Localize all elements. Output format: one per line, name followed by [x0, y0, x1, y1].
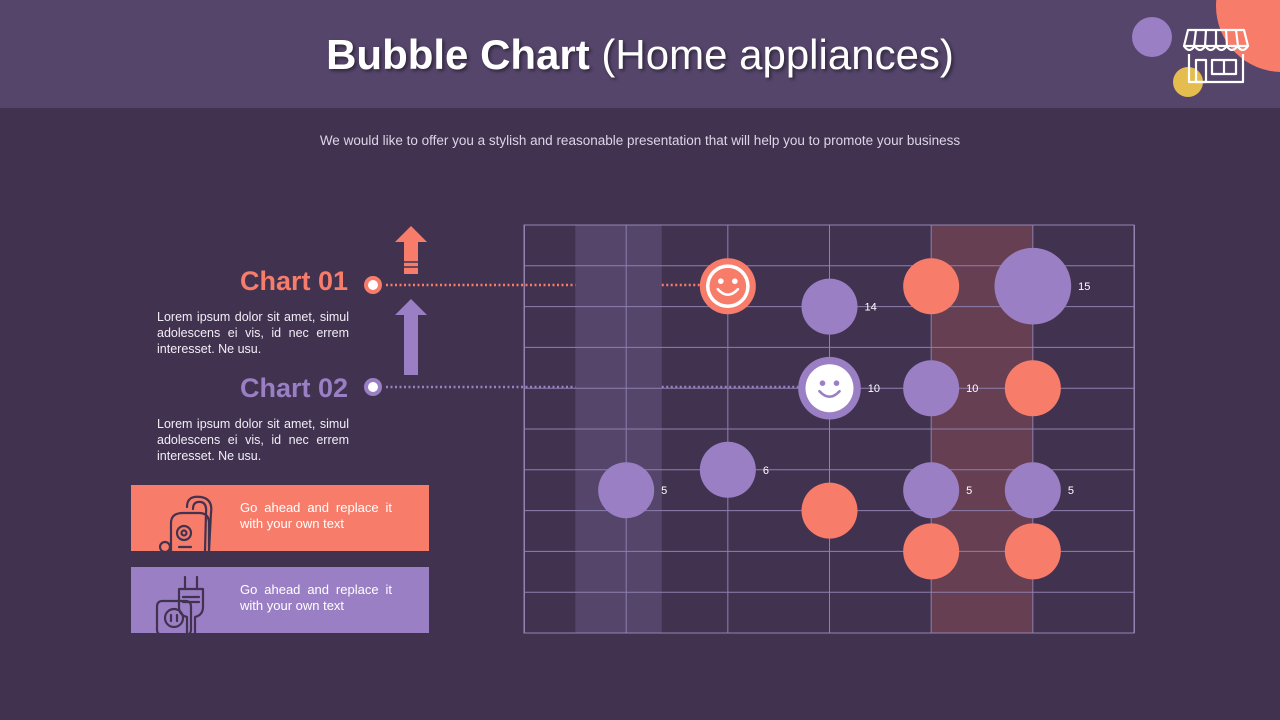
- subtitle: We would like to offer you a stylish and…: [319, 133, 961, 148]
- header-bar: Bubble Chart (Home appliances): [0, 0, 1280, 108]
- chart-01-description: Lorem ipsum dolor sit amet, simul adoles…: [157, 310, 349, 356]
- chart-02-label: Chart 02: [239, 373, 348, 403]
- bubble: [1004, 360, 1061, 417]
- bubble: [903, 258, 960, 315]
- chart-frame: [523, 224, 1135, 634]
- card-text-plug: Go ahead and replace it with your own te…: [240, 582, 392, 613]
- smiley-mouth: [716, 287, 740, 296]
- chart-02-description: Lorem ipsum dolor sit amet, simul adoles…: [157, 417, 349, 463]
- bubble-value-label: 14: [865, 302, 877, 314]
- arrow-up-coral-icon: [395, 226, 427, 274]
- chart-01-marker: [364, 276, 382, 294]
- chart-02-marker: [364, 378, 382, 396]
- smiley-eye: [718, 278, 724, 285]
- info-card-vacuum: Go ahead and replace it with your own te…: [131, 485, 429, 551]
- bubble-value-label: 5: [1068, 485, 1074, 497]
- bubble: [1004, 523, 1061, 580]
- bubble-value-label: 5: [661, 485, 667, 497]
- bubble: [903, 360, 960, 417]
- bubble: [598, 462, 655, 519]
- smiley-eye: [819, 380, 826, 387]
- bubble: [1004, 462, 1061, 519]
- smiley-eye: [732, 278, 738, 285]
- store-icon: [1182, 28, 1250, 84]
- vacuum-cleaner-icon: [158, 495, 213, 551]
- chart-01-label: Chart 01: [239, 266, 348, 296]
- bubble: [699, 441, 756, 498]
- power-plug-icon: [155, 575, 205, 633]
- bubble: [801, 482, 858, 539]
- decorative-purple-circle: [1132, 17, 1172, 57]
- title-bold: Bubble Chart: [326, 31, 590, 78]
- smiley-mouth: [818, 389, 841, 398]
- bubble-value-label: 10: [966, 383, 978, 395]
- info-card-plug: Go ahead and replace it with your own te…: [131, 567, 429, 633]
- bubble: [903, 523, 960, 580]
- bubble-value-label: 10: [868, 383, 880, 395]
- bubble: [903, 462, 960, 519]
- smiley-face-icon: [805, 364, 854, 413]
- title-rest: (Home appliances): [601, 31, 954, 78]
- bubble-value-label: 6: [763, 465, 769, 477]
- arrow-up-purple-icon: [395, 299, 427, 375]
- bubble-value-label: 5: [966, 485, 972, 497]
- bubble: [994, 247, 1072, 325]
- smiley-eye: [833, 380, 840, 387]
- page-title: Bubble Chart (Home appliances): [0, 30, 1280, 80]
- smiley-face-icon: [709, 267, 747, 305]
- bubble-value-label: 15: [1078, 281, 1090, 293]
- card-text-vacuum: Go ahead and replace it with your own te…: [240, 500, 392, 531]
- bubble: [801, 278, 858, 335]
